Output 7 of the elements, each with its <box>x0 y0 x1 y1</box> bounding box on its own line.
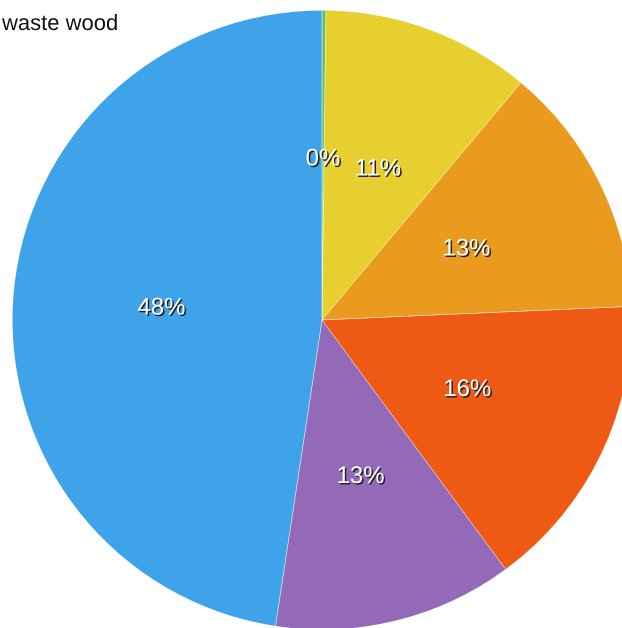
data-label: 16% <box>444 376 493 404</box>
data-label: 13% <box>444 236 492 263</box>
data-label: 48% <box>138 294 187 322</box>
data-label: 11% <box>356 156 403 184</box>
data-label: 13% <box>338 464 386 491</box>
text: waste wood <box>2 10 118 36</box>
data-label: 0% <box>307 146 342 174</box>
